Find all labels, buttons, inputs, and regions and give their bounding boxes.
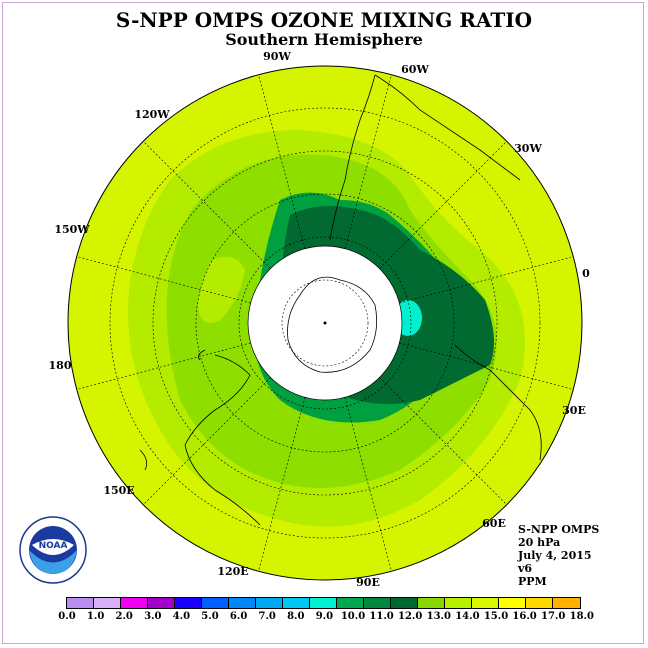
- longitude-label: 150W: [54, 223, 90, 236]
- color-scale-tick-label: 3.0: [144, 611, 162, 622]
- longitude-label: 90W: [263, 50, 291, 63]
- color-scale-tick-label: 5.0: [201, 611, 219, 622]
- color-scale-swatch: [499, 598, 526, 608]
- color-scale-swatch: [445, 598, 472, 608]
- color-scale-tick-label: 1.0: [86, 611, 105, 622]
- date-label: July 4, 2015: [518, 549, 592, 562]
- longitude-label: 150E: [103, 484, 134, 497]
- color-scale-tick-label: 7.0: [258, 611, 276, 622]
- color-scale-tick-label: 12.0: [398, 611, 423, 622]
- color-scale-swatch: [175, 598, 202, 608]
- longitude-label: 120W: [134, 108, 170, 121]
- meridian-line: [143, 377, 271, 505]
- color-scale-swatch: [202, 598, 229, 608]
- color-scale-ticks: 0.0 1.0 2.0 3.0 4.0 5.0 6.0 7.0 8.0 9.0 10.0 11.0 12…: [0, 611, 648, 625]
- coastlines: [139, 74, 542, 526]
- color-scale-swatch: [526, 598, 553, 608]
- color-scale-tick-label: 13.0: [426, 611, 451, 622]
- version-label: v6: [518, 562, 533, 575]
- color-scale-swatch: [148, 598, 175, 608]
- meridian-line: [76, 342, 251, 390]
- noaa-logo-text: NOAA: [39, 541, 68, 551]
- color-scale-swatch: [121, 598, 148, 608]
- map-title: S-NPP OMPS OZONE MIXING RATIO: [115, 8, 533, 32]
- color-scale-swatch: [310, 598, 337, 608]
- meridian-line: [258, 397, 306, 572]
- longitude-label: 90E: [356, 576, 380, 589]
- meridian-line: [399, 256, 574, 304]
- color-scale-tick-label: 16.0: [512, 611, 537, 622]
- color-scale-tick-label: 14.0: [455, 611, 480, 622]
- noaa-logo: NOAA: [19, 516, 87, 584]
- color-scale-swatch: [418, 598, 445, 608]
- longitude-labels: 90W 60W 30W 0 30E 60E 90E 120E 150E 180 150W 120W: [49, 50, 591, 589]
- longitude-label: 180: [49, 359, 72, 372]
- color-scale-tick-label: 6.0: [229, 611, 248, 622]
- longitude-label: 0: [582, 267, 590, 280]
- color-scale-tick-label: 15.0: [483, 611, 509, 622]
- instrument-label: S-NPP OMPS: [518, 523, 600, 536]
- meridian-line: [258, 74, 306, 249]
- color-scale-tick-label: 10.0: [340, 611, 366, 622]
- map-boundary: [67, 65, 583, 581]
- color-scale-tick-label: 9.0: [315, 611, 334, 622]
- color-scale-swatch: [553, 598, 580, 608]
- pressure-level-label: 20 hPa: [518, 536, 561, 549]
- color-scale-tick-label: 4.0: [172, 611, 191, 622]
- meridian-line: [344, 397, 392, 572]
- longitude-label: 60W: [401, 63, 429, 76]
- color-scale-bar: [66, 597, 581, 609]
- color-scale-tick-label: 8.0: [287, 611, 305, 622]
- meridian-line: [344, 74, 392, 249]
- color-scale-tick-label: 11.0: [369, 611, 394, 622]
- color-scale-swatch: [283, 598, 310, 608]
- color-scale-swatch: [391, 598, 418, 608]
- meridian-line: [143, 141, 271, 269]
- color-scale-tick-label: 2.0: [115, 611, 133, 622]
- longitude-label: 120E: [217, 565, 248, 578]
- info-panel: S-NPP OMPS 20 hPa July 4, 2015 v6 PPM: [518, 523, 599, 588]
- south-pole-marker: [323, 321, 327, 325]
- units-label: PPM: [518, 575, 547, 588]
- color-scale-swatch: [94, 598, 121, 608]
- map-subtitle: Southern Hemisphere: [225, 30, 423, 49]
- color-scale-swatch: [256, 598, 283, 608]
- longitude-label: 30E: [562, 404, 586, 417]
- color-scale-swatch: [229, 598, 256, 608]
- color-scale-swatch: [364, 598, 391, 608]
- color-scale-tick-label: 17.0: [541, 611, 566, 622]
- longitude-label: 30W: [514, 142, 542, 155]
- longitude-grid: [76, 74, 574, 572]
- meridian-line: [76, 256, 251, 304]
- longitude-label: 60E: [482, 517, 506, 530]
- latitude-grid: [109, 107, 541, 539]
- meridian-line: [379, 141, 507, 269]
- color-scale-swatch: [67, 598, 94, 608]
- meridian-line: [379, 377, 507, 505]
- color-scale-tick-label: 0.0: [58, 611, 76, 622]
- color-scale-tick-label: 18.0: [569, 611, 594, 622]
- meridian-line: [399, 342, 574, 390]
- color-scale-swatch: [472, 598, 499, 608]
- color-scale-swatch: [337, 598, 364, 608]
